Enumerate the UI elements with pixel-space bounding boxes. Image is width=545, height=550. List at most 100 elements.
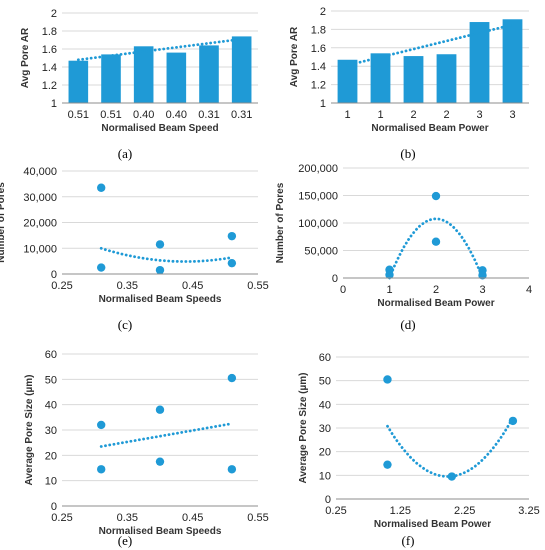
y-tick-label: 200,000	[298, 163, 338, 175]
y-axis-label: Avg Pore AR	[289, 26, 300, 87]
x-tick-label: 0.35	[117, 280, 138, 292]
y-tick-label: 10	[319, 470, 331, 482]
x-tick-label: 0.31	[198, 109, 219, 121]
y-tick-label: 1.8	[311, 24, 326, 36]
scatter-point	[227, 373, 237, 383]
scatter-point	[431, 191, 441, 201]
bar	[370, 53, 391, 103]
x-tick-label: 1	[386, 284, 392, 296]
panel-label: (b)	[400, 146, 415, 161]
y-tick-label: 1.8	[42, 26, 57, 38]
x-tick-label: 0.55	[247, 280, 268, 292]
x-tick-label: 0.45	[182, 512, 203, 524]
panel-label: (f)	[402, 533, 415, 548]
bar	[68, 60, 89, 103]
y-tick-label: 60	[45, 349, 57, 361]
bar	[166, 52, 187, 103]
trendline	[388, 217, 484, 280]
trendline	[99, 422, 234, 448]
y-tick-label: 20	[319, 447, 331, 459]
x-axis-label: Normalised Beam Speed	[101, 123, 218, 134]
bar	[502, 19, 523, 104]
y-tick-label: 20	[45, 450, 57, 462]
x-axis-label: Normalised Beam Speeds	[99, 526, 222, 537]
x-tick-label: 1	[344, 109, 350, 121]
x-tick-label: 2	[410, 109, 416, 121]
y-tick-label: 1.2	[311, 80, 326, 92]
y-tick-label: 0	[51, 269, 57, 281]
scatter-point	[155, 265, 165, 275]
x-tick-label: 0.51	[100, 109, 121, 121]
x-tick-label: 3	[509, 109, 515, 121]
y-tick-label: 0	[325, 494, 331, 506]
chart-panel-a: 1 1.2 1.4 1.6 1.8 2 0.51 0.51 0.40 0.40 0.31 0.31 No…	[20, 8, 258, 161]
bar	[436, 54, 457, 103]
x-tick-label: 2	[433, 284, 439, 296]
y-tick-label: 30,000	[23, 192, 57, 204]
trendline	[99, 246, 234, 263]
y-tick-label: 20,000	[23, 218, 57, 230]
chart-panel-f: 0 10 20 30 40 50 60 0.25 1.25 2.25 3.25 Normalised …	[298, 352, 540, 548]
y-tick-label: 1	[51, 98, 57, 110]
y-tick-label: 10	[45, 476, 57, 488]
trendline	[76, 37, 244, 62]
scatter-point	[383, 375, 392, 384]
y-axis-label: Number of Pores	[0, 182, 7, 263]
scatter-point	[155, 457, 165, 466]
x-tick-label: 1	[377, 109, 383, 121]
y-tick-label: 150,000	[298, 191, 338, 203]
bar	[403, 56, 424, 103]
y-tick-label: 2	[320, 6, 326, 18]
y-axis-label: Average Pore Size (µm)	[24, 375, 35, 486]
scatter-point	[155, 405, 165, 414]
y-tick-label: 1.6	[42, 44, 57, 56]
scatter-point	[155, 240, 165, 249]
chart-panel-e: 0 10 20 30 40 50 60 0.25 0.35 0.45 0.55 Normalised …	[24, 349, 269, 548]
x-tick-label: 3	[479, 284, 485, 296]
x-tick-label: 0.55	[247, 512, 268, 524]
x-tick-label: 2.25	[454, 505, 475, 517]
scatter-point	[227, 465, 237, 474]
x-tick-label: 0.45	[182, 280, 203, 292]
x-axis-label: Normalised Beam Power	[371, 123, 488, 134]
x-tick-label: 4	[526, 284, 532, 296]
scatter-point	[447, 472, 456, 481]
scatter-point	[227, 258, 237, 268]
bar	[101, 54, 121, 103]
y-tick-label: 30	[45, 425, 57, 437]
y-tick-label: 1.4	[311, 61, 326, 73]
x-tick-label: 3	[476, 109, 482, 121]
x-tick-label: 0.25	[325, 505, 346, 517]
y-tick-label: 60	[319, 352, 331, 364]
x-tick-label: 0.40	[166, 109, 187, 121]
x-tick-label: 2	[443, 109, 449, 121]
scatter-point	[97, 183, 106, 192]
x-axis-label: Normalised Beam Speeds	[99, 294, 222, 305]
x-tick-label: 1.25	[390, 505, 411, 517]
bar	[199, 45, 219, 103]
y-tick-label: 100,000	[298, 218, 338, 230]
scatter-point	[508, 416, 518, 426]
panel-label: (d)	[400, 317, 415, 332]
scatter-point	[478, 271, 487, 280]
scatter-point	[385, 270, 394, 279]
x-tick-label: 0	[340, 284, 346, 296]
x-axis-label: Normalised Beam Power	[374, 519, 491, 530]
scatter-point	[383, 460, 392, 469]
scatter-point	[97, 465, 106, 474]
chart-panel-b: 1 1.2 1.4 1.6 1.8 2 1 1 2 2 3 3 Normalised Beam Powe…	[289, 6, 529, 161]
x-tick-label: 0.31	[231, 109, 252, 121]
x-tick-label: 3.25	[518, 505, 539, 517]
chart-panel-d: 0 50,000 100,000 150,000 200,000 0 1 2 3 4 Normali…	[275, 163, 532, 332]
scatter-point	[97, 420, 106, 430]
scatter-point	[227, 231, 237, 241]
trendline	[386, 416, 515, 478]
y-axis-label: Avg Pore AR	[20, 27, 31, 88]
y-tick-label: 50	[319, 376, 331, 388]
bar	[337, 59, 358, 103]
y-tick-label: 50,000	[304, 246, 338, 258]
y-tick-label: 1.2	[42, 80, 57, 92]
y-axis-label: Average Pore Size (µm)	[298, 373, 309, 484]
x-tick-label: 0.25	[51, 512, 72, 524]
x-axis-label: Normalised Beam Power	[377, 298, 494, 309]
